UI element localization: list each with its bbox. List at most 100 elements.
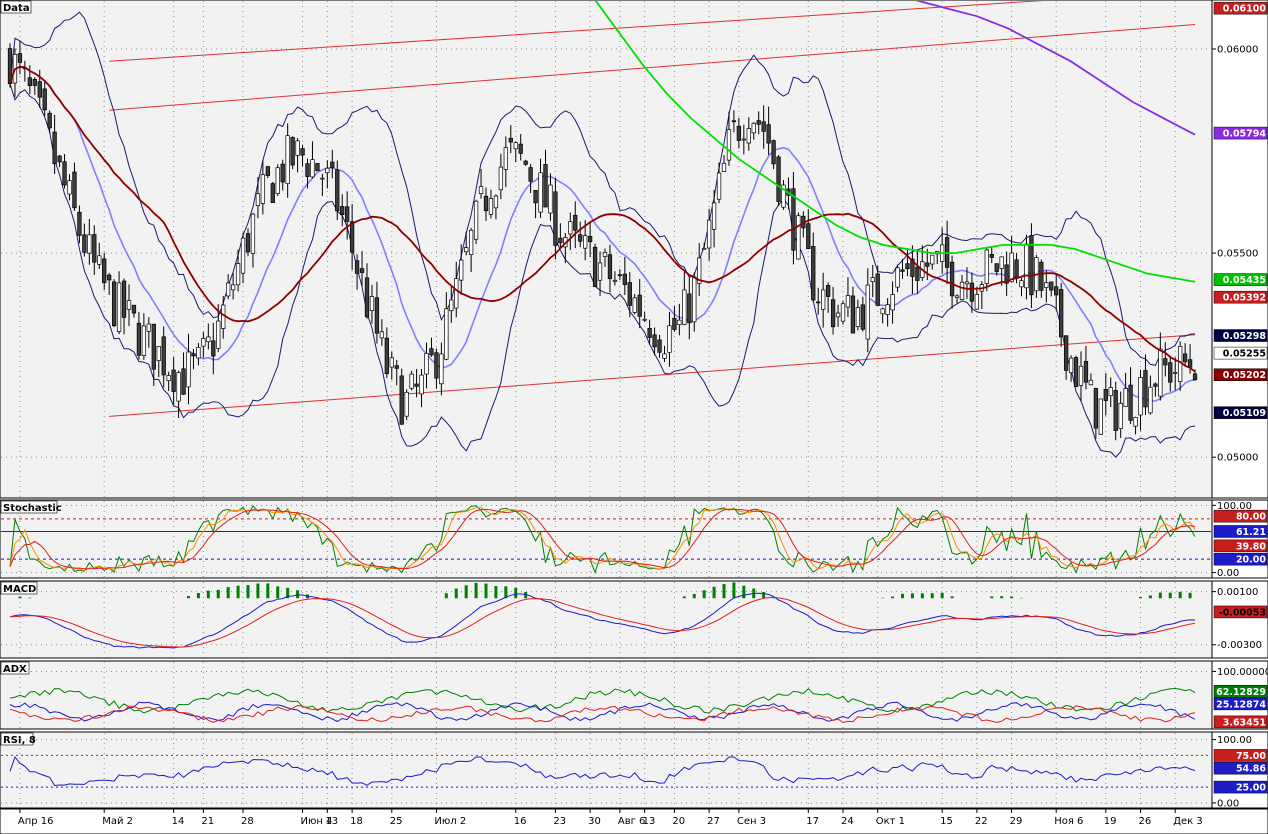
candle-body: [811, 245, 816, 301]
macd-histogram-bar: [930, 593, 934, 599]
panel-title-macd: MACD: [0, 581, 38, 595]
panel-title-text: Data: [3, 3, 30, 14]
value-tag: [1213, 539, 1268, 553]
stochastic-k-line: [9, 505, 1196, 574]
candle-body: [290, 137, 295, 166]
candle-body: [1014, 259, 1019, 278]
value-tag-label: 0.05202: [1223, 370, 1266, 381]
candle-body: [136, 322, 142, 356]
candle-body: [186, 351, 191, 388]
macd-histogram-bar: [910, 593, 914, 599]
candle-body: [652, 334, 657, 348]
candle-body: [1138, 377, 1143, 416]
x-tick-label: 20: [672, 816, 685, 827]
macd-histogram-bar: [256, 583, 260, 599]
candle-body: [216, 320, 221, 349]
value-tag-label: 25.12874: [1216, 699, 1266, 710]
candle-body: [459, 259, 464, 281]
panel-background: [0, 580, 1213, 659]
y-tick-label: 0.00: [1217, 568, 1239, 579]
adx-line: [9, 687, 1196, 714]
candle-body: [741, 138, 746, 141]
x-tick-label: Сен 3: [737, 816, 766, 827]
candle-body: [1004, 264, 1009, 284]
candle-body: [538, 172, 543, 213]
candle-body: [67, 180, 72, 195]
moving-average-dark-red: [9, 65, 1196, 373]
macd-histogram-bar: [246, 585, 250, 599]
candle-body: [662, 353, 667, 359]
candle-body: [964, 281, 970, 285]
candle-body: [1044, 282, 1049, 288]
candle-body: [270, 183, 275, 204]
candle-body: [1192, 373, 1198, 381]
candle-body: [731, 120, 737, 123]
candle-body: [855, 307, 861, 327]
candle-body: [226, 282, 231, 297]
panel-title-text: MACD: [3, 584, 36, 595]
candle-body: [840, 303, 846, 322]
value-tag-label: 20.00: [1236, 555, 1266, 566]
macd-histogram-bar: [514, 587, 518, 599]
x-tick-label: 28: [241, 816, 254, 827]
candle-body: [890, 294, 895, 311]
macd-histogram-bar: [1148, 595, 1152, 599]
candle-body: [260, 174, 266, 204]
candle-body: [1049, 281, 1054, 291]
panel-background: [0, 499, 1213, 579]
candle-body: [1182, 353, 1188, 363]
candle-body: [1078, 365, 1084, 386]
value-tag-label: 62.12829: [1216, 687, 1266, 698]
indicator-plot: [9, 582, 1196, 649]
x-tick-label: 26: [1139, 816, 1152, 827]
candle-body: [156, 346, 161, 361]
x-tick-label: 15: [940, 816, 953, 827]
value-tag: [1213, 406, 1268, 419]
candle-body: [697, 257, 702, 284]
x-tick-label: Апр 16: [18, 816, 54, 827]
candle-body: [275, 167, 280, 194]
macd-histogram-bar: [484, 583, 488, 599]
candle-body: [121, 280, 127, 318]
value-tag: [1213, 525, 1268, 538]
candle-body: [682, 289, 687, 325]
candle-body: [850, 295, 856, 334]
candle-body: [146, 323, 151, 332]
x-tick-label: 29: [1010, 816, 1023, 827]
candle-body: [439, 353, 444, 385]
candle-body: [607, 254, 613, 279]
value-tag-label: 0.05392: [1223, 293, 1266, 304]
candle-body: [483, 195, 489, 212]
panel-title-rsi: RSI, 8: [0, 732, 36, 746]
candle-body: [245, 233, 251, 253]
candle-body: [449, 299, 454, 312]
candle-body: [999, 256, 1004, 269]
candle-body: [776, 156, 781, 202]
candle-body: [771, 140, 776, 165]
candle-body: [131, 304, 137, 314]
candle-body: [37, 81, 42, 98]
candle-body: [1029, 235, 1034, 296]
panel-title-adx: ADX: [0, 661, 30, 675]
candle-body: [166, 375, 171, 381]
candle-body: [161, 336, 166, 376]
candle-body: [1158, 348, 1163, 397]
value-tag: [1213, 290, 1268, 304]
candle-body: [310, 159, 315, 178]
macd-histogram-bar: [920, 593, 924, 599]
candle-body: [151, 323, 156, 370]
candle-body: [647, 328, 652, 338]
candle-body: [1073, 357, 1079, 388]
candle-body: [320, 177, 325, 180]
macd-histogram-bar: [692, 594, 696, 599]
candle-body: [845, 295, 851, 308]
x-tick-label: Авг 6: [618, 816, 646, 827]
candle-body: [915, 266, 920, 281]
candle-body: [141, 325, 147, 356]
candle-body: [612, 279, 618, 282]
candle-body: [379, 331, 385, 339]
candle-body: [57, 155, 62, 163]
price-axis: [1211, 580, 1268, 659]
candle-body: [677, 319, 682, 326]
